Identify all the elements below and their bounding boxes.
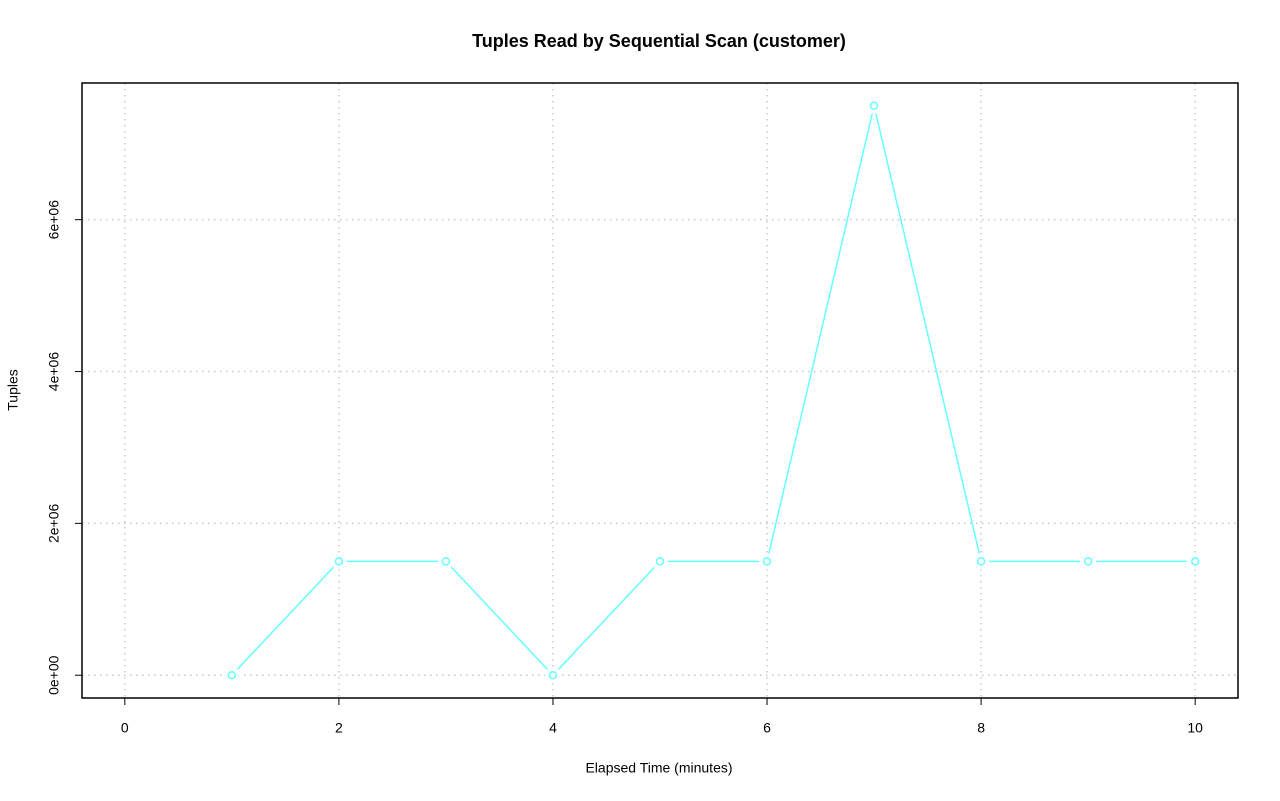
point-halo	[1080, 553, 1097, 570]
point	[655, 557, 665, 566]
x-tick-label: 4	[549, 720, 557, 736]
x-tick-label: 0	[121, 720, 129, 736]
point-halo	[437, 553, 454, 570]
x-tick-label: 6	[763, 720, 771, 736]
y-tick-label: 6e+06	[46, 200, 62, 240]
point-halo	[330, 553, 347, 570]
point	[548, 670, 558, 680]
point-halo	[759, 553, 776, 570]
point	[1083, 557, 1093, 566]
x-axis-label: Elapsed Time (minutes)	[585, 760, 732, 776]
x-tick-label: 8	[977, 720, 985, 736]
point-halo	[866, 97, 883, 114]
y-axis-label: Tuples	[5, 369, 21, 411]
series-line	[231, 105, 1196, 677]
point-halo	[973, 553, 990, 570]
point	[976, 557, 986, 566]
y-tick-label: 4e+06	[46, 352, 62, 392]
point-halo	[223, 667, 240, 684]
y-tick-label: 0e+00	[46, 655, 62, 695]
y-tick-label: 2e+06	[46, 504, 62, 544]
point	[869, 101, 879, 111]
point	[334, 557, 344, 566]
point	[227, 670, 237, 680]
point-halo	[652, 553, 668, 570]
point-halo	[544, 667, 561, 684]
x-tick-label: 2	[335, 720, 343, 736]
plot-frame	[81, 82, 1239, 699]
chart-title: Tuples Read by Sequential Scan (customer…	[472, 31, 846, 51]
point	[1190, 557, 1200, 566]
point-halo	[1187, 553, 1204, 570]
point	[441, 557, 451, 566]
x-tick-label: 10	[1187, 720, 1203, 736]
point	[762, 557, 772, 566]
